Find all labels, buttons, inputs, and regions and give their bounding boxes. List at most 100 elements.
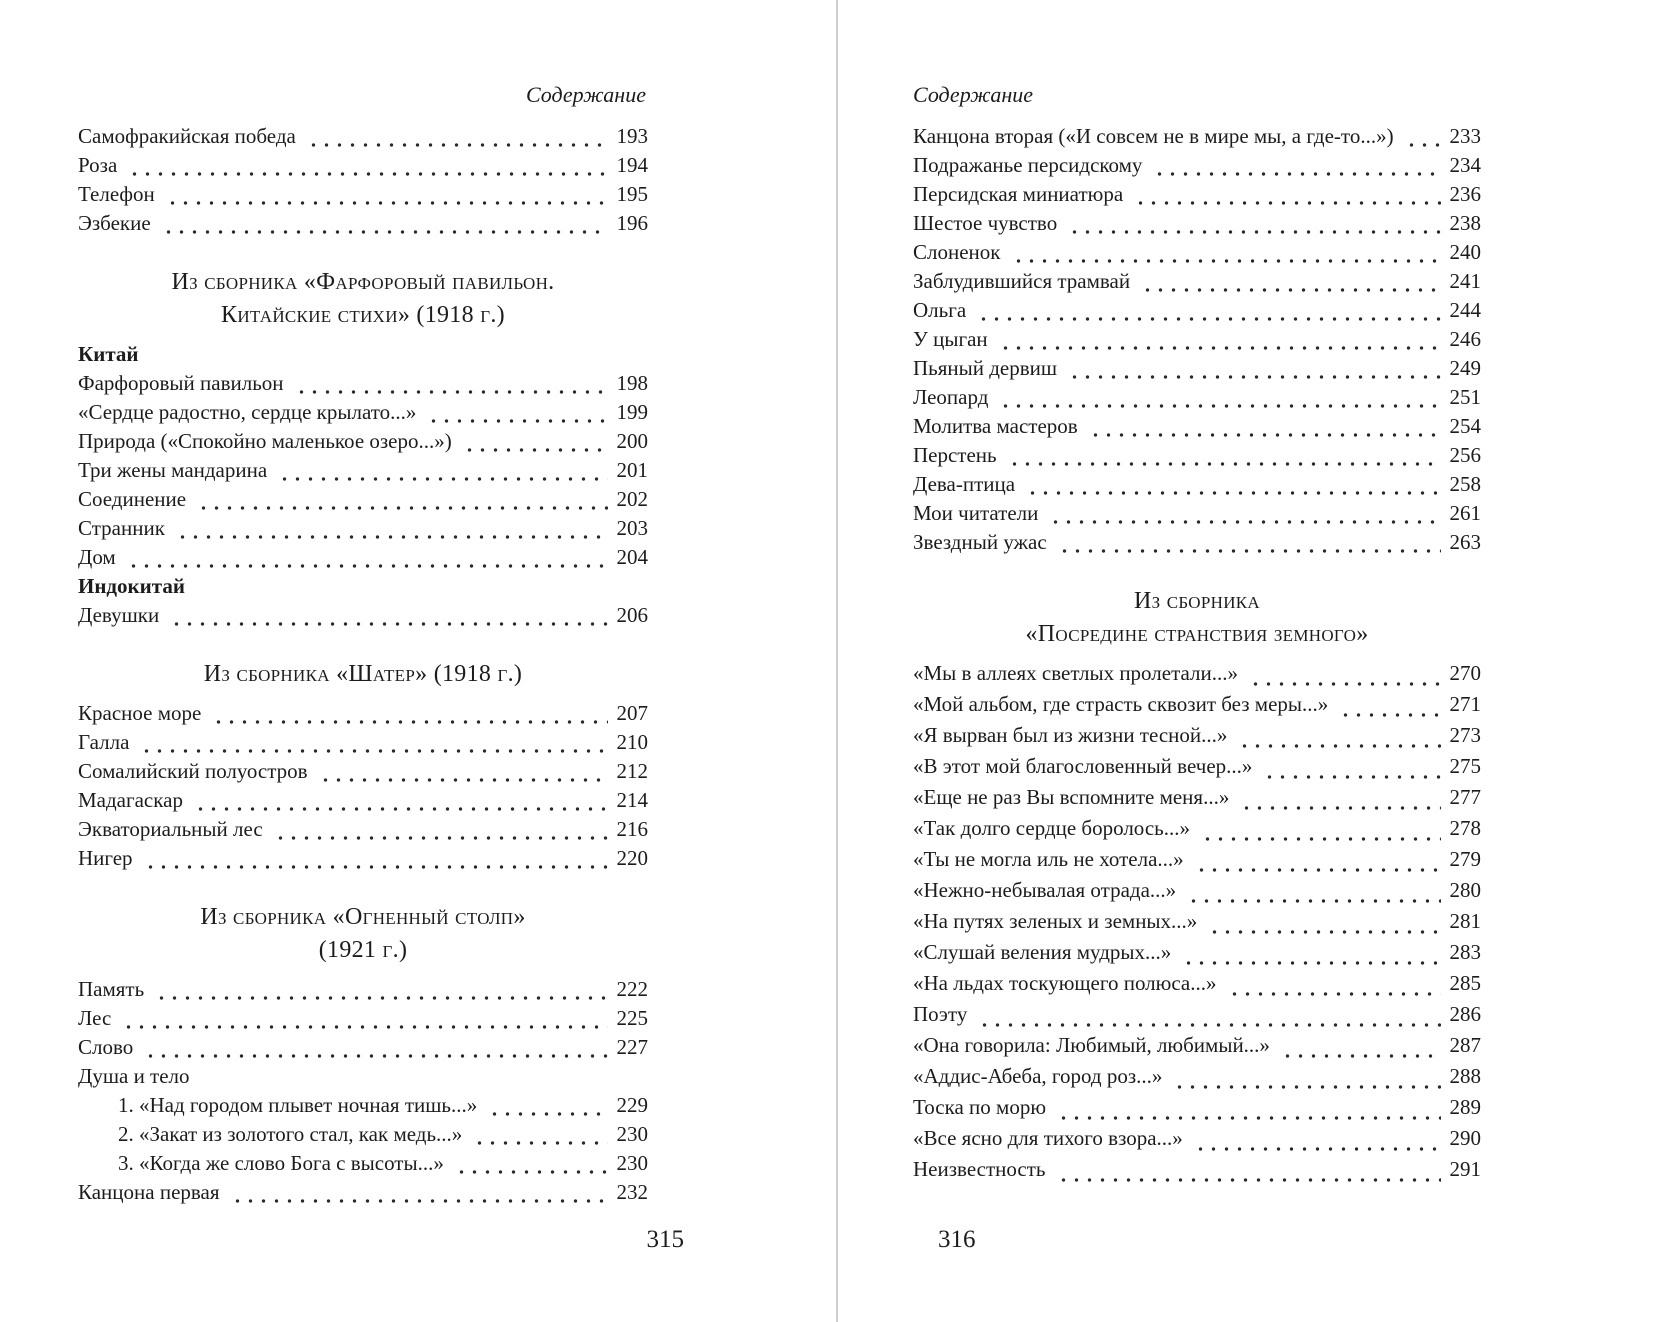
dot-leader	[292, 389, 608, 395]
toc-entry: Роза 194	[78, 153, 648, 182]
toc-entry: «Сердце радостно, сердце крылато...» 199	[78, 400, 648, 429]
toc-entry: Канцона первая 232	[78, 1180, 648, 1209]
toc-entry-title: Шестое чувство	[913, 211, 1058, 235]
toc-entry-page-number: 251	[1449, 385, 1482, 409]
toc-entry-page-number: 291	[1449, 1157, 1482, 1181]
dot-leader	[486, 1111, 608, 1117]
toc-entry-page-number: 256	[1449, 443, 1482, 467]
toc-entry-page-number: 202	[616, 487, 649, 511]
toc-entry: «На льдах тоскующего полюса...» 285	[913, 971, 1481, 1002]
toc-entry: «Мой альбом, где страсть сквозит без мер…	[913, 692, 1481, 723]
toc-entry-page-number: 278	[1449, 816, 1482, 840]
toc-section: Память 222 Лес 225 Слово 227 Душа и тело 1. «На…	[78, 977, 648, 1209]
toc-entry-title: Китай	[78, 342, 139, 366]
toc-entry-title: «Все ясно для тихого взора...»	[913, 1126, 1183, 1150]
dot-leader	[1086, 432, 1441, 438]
toc-entry-title: Заблудившийся трамвай	[913, 269, 1131, 293]
toc-entry: «Я вырван был из жизни тесной...» 273	[913, 723, 1481, 754]
dot-leader	[1055, 1115, 1441, 1121]
right-page: Содержание Канцона вторая («И совсем не …	[913, 0, 1481, 1322]
toc-entry: Пьяный дервиш 249	[913, 356, 1481, 385]
toc-entry: Галла 210	[78, 730, 648, 759]
toc-entry-title: Роза	[78, 153, 118, 177]
toc-entry: Нигер 220	[78, 846, 648, 875]
dot-leader	[228, 1198, 608, 1204]
toc-entry-page-number: 203	[616, 516, 649, 540]
toc-section: Красное море 207 Галла 210 Сомалийский полуо…	[78, 701, 648, 875]
toc-entry-page-number: 281	[1449, 909, 1482, 933]
toc-entry-title: «Ты не могла иль не хотела...»	[913, 847, 1184, 871]
toc-entry-title: «Я вырван был из жизни тесной...»	[913, 723, 1228, 747]
toc-entry-title: Неизвестность	[913, 1157, 1046, 1181]
toc-entry-page-number: 263	[1449, 530, 1482, 554]
page-number-right: 316	[938, 1226, 976, 1253]
toc-entry-title: Телефон	[78, 182, 155, 206]
section-heading-line: Из сборника	[1133, 588, 1261, 614]
dot-leader	[1236, 743, 1441, 749]
toc-entry: Самофракийская победа 193	[78, 124, 648, 153]
dot-leader	[276, 476, 608, 482]
section-heading-line: Китайские стихи» (1918 г.)	[221, 302, 505, 328]
section-heading: Из сборника «Шатер» (1918 г.)	[78, 658, 648, 691]
toc-entry: Слово 227	[78, 1035, 648, 1064]
dot-leader	[1171, 1084, 1441, 1090]
toc-entry-title: Память	[78, 977, 145, 1001]
toc-entry-page-number: 236	[1449, 182, 1482, 206]
dot-leader	[1009, 258, 1441, 264]
toc-entry-title: Слоненок	[913, 240, 1001, 264]
dot-leader	[1024, 490, 1441, 496]
right-page-content: Канцона вторая («И совсем не в мире мы, …	[913, 124, 1481, 1188]
dot-leader	[1206, 929, 1441, 935]
toc-entry-title: Тоска по морю	[913, 1095, 1047, 1119]
toc-entry-page-number: 210	[616, 730, 649, 754]
toc-entry-title: Поэту	[913, 1002, 968, 1026]
toc-entry: Индокитай	[78, 574, 648, 603]
dot-leader	[1047, 519, 1441, 525]
toc-entry: «На путях зеленых и земных...» 281	[913, 909, 1481, 940]
toc-entry-page-number: 285	[1449, 971, 1482, 995]
toc-entry-page-number: 227	[616, 1035, 649, 1059]
toc-entry-title: Индокитай	[78, 574, 185, 598]
dot-leader	[153, 995, 608, 1001]
section-heading-line: «Посредине странствия земного»	[1025, 621, 1369, 647]
toc-entry-title: Канцона первая	[78, 1180, 220, 1204]
toc-entry-page-number: 254	[1449, 414, 1482, 438]
toc-entry-page-number: 198	[616, 371, 649, 395]
toc-entry: «Аддис-Абеба, город роз...» 288	[913, 1064, 1481, 1095]
dot-leader	[1180, 960, 1441, 966]
toc-entry: 2. «Закат из золотого стал, как медь...»…	[78, 1122, 648, 1151]
dot-leader	[1185, 898, 1441, 904]
toc-entry-title: «Мы в аллеях светлых пролетали...»	[913, 661, 1238, 685]
toc-entry: «Нежно-небывалая отрада...» 280	[913, 878, 1481, 909]
section-heading-line: (1921 г.)	[318, 937, 408, 963]
dot-leader	[142, 1053, 608, 1059]
toc-entry-title: «На льдах тоскующего полюса...»	[913, 971, 1217, 995]
toc-entry-page-number: 216	[616, 817, 649, 841]
left-page: Содержание Самофракийская победа 193 Роза 1…	[78, 0, 684, 1322]
dot-leader	[1055, 548, 1441, 554]
toc-entry: 3. «Когда же слово Бога с высоты...» 230	[78, 1151, 648, 1180]
toc-entry-title: Молитва мастеров	[913, 414, 1078, 438]
toc-entry-title: Соединение	[78, 487, 187, 511]
toc-entry-page-number: 287	[1449, 1033, 1482, 1057]
dot-leader	[976, 1022, 1441, 1028]
toc-entry-page-number: 220	[616, 846, 649, 870]
toc-section: Самофракийская победа 193 Роза 194 Телефон 19…	[78, 124, 648, 240]
dot-leader	[138, 748, 608, 754]
toc-entry-title: «На путях зеленых и земных...»	[913, 909, 1198, 933]
toc-entry-page-number: 233	[1449, 124, 1482, 148]
toc-entry-page-number: 230	[616, 1122, 649, 1146]
toc-entry: Заблудившийся трамвай 241	[913, 269, 1481, 298]
toc-entry-page-number: 289	[1449, 1095, 1482, 1119]
dot-leader	[195, 505, 608, 511]
toc-entry-page-number: 261	[1449, 501, 1482, 525]
toc-entry-title: Персидская миниатюра	[913, 182, 1124, 206]
dot-leader	[168, 621, 608, 627]
toc-entry: Поэту 286	[913, 1002, 1481, 1033]
toc-entry-title: Красное море	[78, 701, 202, 725]
toc-entry-title: Пьяный дервиш	[913, 356, 1058, 380]
dot-leader	[141, 864, 608, 870]
toc-entry: Китай	[78, 342, 648, 371]
toc-entry: Шестое чувство 238	[913, 211, 1481, 240]
